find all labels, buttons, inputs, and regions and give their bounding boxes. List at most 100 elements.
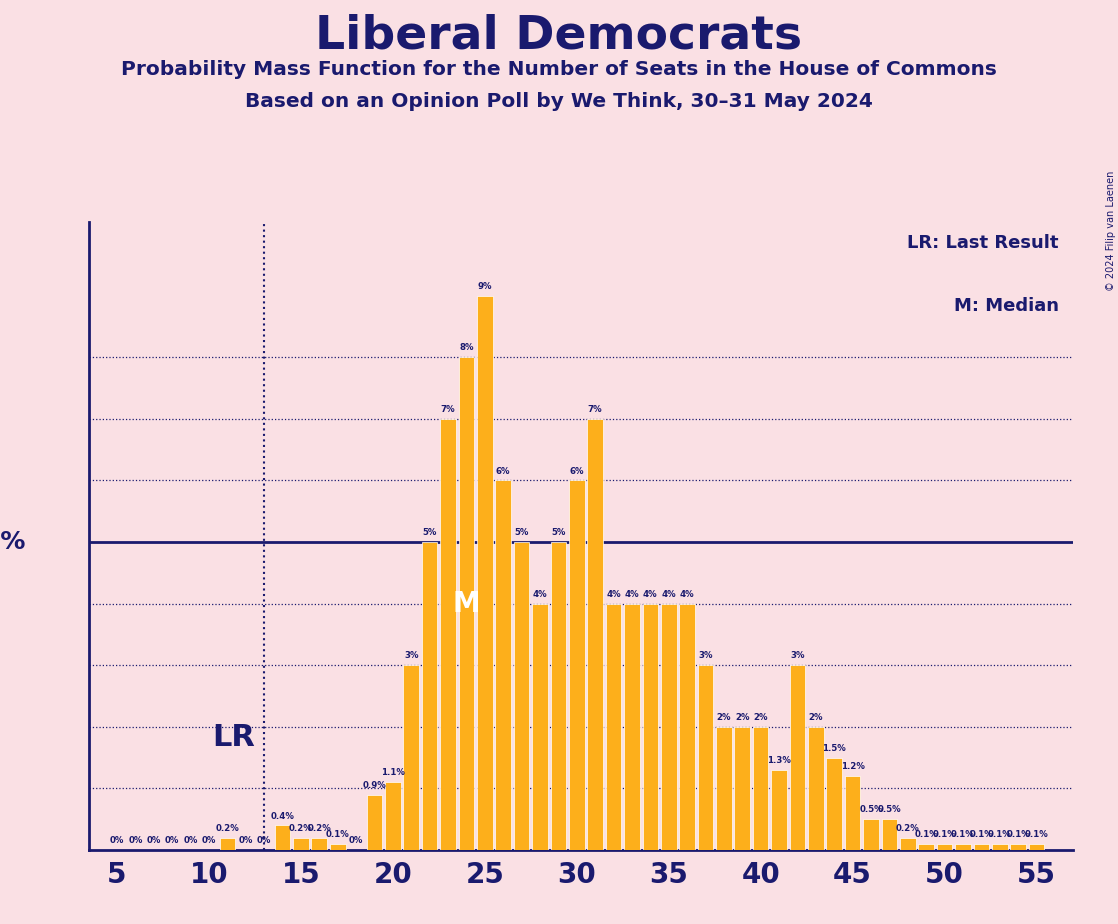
Text: 0%: 0% <box>257 836 272 845</box>
Text: 5%: 5% <box>0 530 26 554</box>
Text: 0.1%: 0.1% <box>1006 830 1030 839</box>
Text: 3%: 3% <box>404 651 418 661</box>
Bar <box>587 419 603 850</box>
Text: 5%: 5% <box>423 529 437 537</box>
Bar <box>789 665 805 850</box>
Bar <box>974 844 989 850</box>
Text: 2%: 2% <box>717 713 731 722</box>
Text: 0.1%: 0.1% <box>1024 830 1049 839</box>
Text: 2%: 2% <box>735 713 749 722</box>
Text: 0%: 0% <box>183 836 198 845</box>
Bar <box>606 603 622 850</box>
Text: 0.4%: 0.4% <box>271 811 294 821</box>
Text: 0%: 0% <box>129 836 143 845</box>
Bar <box>661 603 676 850</box>
Bar <box>643 603 659 850</box>
Bar <box>1011 844 1026 850</box>
Bar <box>275 825 291 850</box>
Bar <box>312 838 328 850</box>
Bar <box>569 480 585 850</box>
Bar <box>808 727 824 850</box>
Text: Probability Mass Function for the Number of Seats in the House of Commons: Probability Mass Function for the Number… <box>121 60 997 79</box>
Bar <box>219 838 235 850</box>
Bar <box>495 480 511 850</box>
Text: 0.1%: 0.1% <box>915 830 938 839</box>
Bar <box>477 296 493 850</box>
Bar <box>1029 844 1044 850</box>
Text: 0%: 0% <box>146 836 161 845</box>
Bar <box>514 542 530 850</box>
Bar <box>385 783 400 850</box>
Text: 0.9%: 0.9% <box>362 781 387 790</box>
Text: 4%: 4% <box>643 590 657 599</box>
Text: 0%: 0% <box>165 836 179 845</box>
Bar <box>716 727 731 850</box>
Text: 0.5%: 0.5% <box>878 806 901 814</box>
Text: 2%: 2% <box>808 713 823 722</box>
Bar <box>771 770 787 850</box>
Text: 0.2%: 0.2% <box>216 824 239 833</box>
Text: 3%: 3% <box>699 651 713 661</box>
Text: 4%: 4% <box>606 590 620 599</box>
Text: 0.1%: 0.1% <box>988 830 1012 839</box>
Bar <box>845 776 861 850</box>
Bar <box>955 844 970 850</box>
Bar <box>550 542 566 850</box>
Bar <box>404 665 419 850</box>
Text: LR: Last Result: LR: Last Result <box>907 235 1059 252</box>
Text: 7%: 7% <box>440 405 455 414</box>
Text: 0.5%: 0.5% <box>859 806 883 814</box>
Text: 0.2%: 0.2% <box>290 824 313 833</box>
Text: 8%: 8% <box>459 344 474 352</box>
Text: M: Median: M: Median <box>954 298 1059 315</box>
Text: 5%: 5% <box>514 529 529 537</box>
Bar <box>367 795 382 850</box>
Text: 1.1%: 1.1% <box>381 769 405 777</box>
Text: 1.3%: 1.3% <box>767 756 790 765</box>
Bar <box>900 838 916 850</box>
Bar <box>293 838 309 850</box>
Text: 5%: 5% <box>551 529 566 537</box>
Text: 3%: 3% <box>790 651 805 661</box>
Bar <box>735 727 750 850</box>
Bar <box>680 603 695 850</box>
Text: 6%: 6% <box>569 467 584 476</box>
Text: 0.1%: 0.1% <box>969 830 993 839</box>
Text: © 2024 Filip van Laenen: © 2024 Filip van Laenen <box>1106 171 1116 291</box>
Bar <box>698 665 713 850</box>
Bar <box>752 727 768 850</box>
Text: 6%: 6% <box>496 467 511 476</box>
Text: 0%: 0% <box>201 836 216 845</box>
Text: M: M <box>453 590 481 617</box>
Bar <box>937 844 953 850</box>
Text: 7%: 7% <box>588 405 603 414</box>
Bar <box>458 358 474 850</box>
Text: 0.1%: 0.1% <box>951 830 975 839</box>
Text: 4%: 4% <box>532 590 548 599</box>
Text: Based on an Opinion Poll by We Think, 30–31 May 2024: Based on an Opinion Poll by We Think, 30… <box>245 92 873 112</box>
Text: 4%: 4% <box>662 590 676 599</box>
Bar <box>918 844 934 850</box>
Bar <box>624 603 639 850</box>
Bar <box>826 758 842 850</box>
Bar <box>330 844 345 850</box>
Bar <box>532 603 548 850</box>
Bar <box>863 820 879 850</box>
Text: 0%: 0% <box>238 836 253 845</box>
Text: 0.2%: 0.2% <box>896 824 920 833</box>
Text: LR: LR <box>212 723 256 751</box>
Text: 4%: 4% <box>625 590 639 599</box>
Bar <box>882 820 898 850</box>
Bar <box>992 844 1007 850</box>
Text: 0.2%: 0.2% <box>307 824 331 833</box>
Text: 9%: 9% <box>477 282 492 291</box>
Text: 0.1%: 0.1% <box>325 830 350 839</box>
Text: 1.5%: 1.5% <box>823 744 846 753</box>
Text: 4%: 4% <box>680 590 694 599</box>
Text: 0%: 0% <box>110 836 124 845</box>
Text: 2%: 2% <box>754 713 768 722</box>
Bar <box>421 542 437 850</box>
Text: 0.1%: 0.1% <box>932 830 956 839</box>
Bar <box>440 419 456 850</box>
Text: 1.2%: 1.2% <box>841 762 864 772</box>
